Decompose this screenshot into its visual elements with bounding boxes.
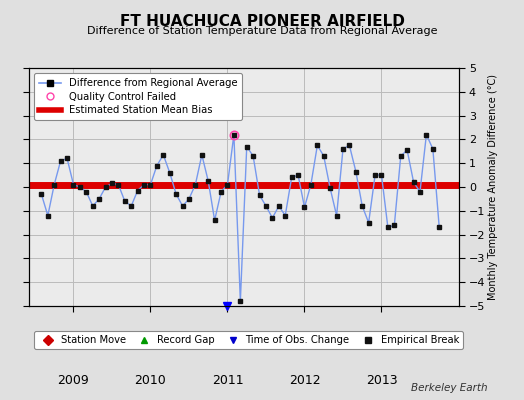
Legend: Difference from Regional Average, Quality Control Failed, Estimated Station Mean: Difference from Regional Average, Qualit…: [34, 73, 243, 120]
Legend: Station Move, Record Gap, Time of Obs. Change, Empirical Break: Station Move, Record Gap, Time of Obs. C…: [34, 331, 463, 349]
Text: 2011: 2011: [212, 374, 243, 387]
Text: Difference of Station Temperature Data from Regional Average: Difference of Station Temperature Data f…: [87, 26, 437, 36]
Text: Berkeley Earth: Berkeley Earth: [411, 383, 487, 393]
Text: 2009: 2009: [58, 374, 90, 387]
Text: 2010: 2010: [135, 374, 166, 387]
Text: FT HUACHUCA PIONEER AIRFIELD: FT HUACHUCA PIONEER AIRFIELD: [119, 14, 405, 29]
Y-axis label: Monthly Temperature Anomaly Difference (°C): Monthly Temperature Anomaly Difference (…: [488, 74, 498, 300]
Text: 2012: 2012: [289, 374, 320, 387]
Text: 2013: 2013: [366, 374, 397, 387]
